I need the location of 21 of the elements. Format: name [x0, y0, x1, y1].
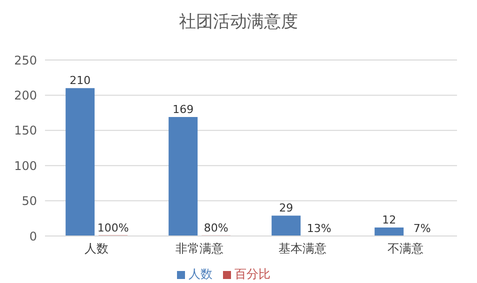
data-label: 210	[70, 74, 91, 88]
data-label: 100%	[97, 221, 129, 234]
data-label: 12	[382, 214, 396, 227]
data-label: 13%	[306, 222, 332, 235]
y-tick-label: 100	[14, 158, 37, 173]
x-tick-label: 基本满意	[278, 242, 326, 256]
legend-label: 人数	[188, 267, 212, 281]
x-tick-label: 人数	[84, 242, 108, 256]
y-tick-label: 200	[14, 88, 37, 102]
legend-label: 百分比	[234, 267, 270, 281]
x-tick-label: 不满意	[388, 242, 424, 256]
y-tick-label: 250	[14, 53, 37, 68]
data-label: 80%	[204, 221, 228, 234]
x-tick-label: 非常满意	[176, 242, 224, 256]
data-label: 29	[279, 202, 294, 215]
chart-title: 社团活动满意度	[178, 11, 299, 34]
data-label: 169	[172, 103, 194, 116]
y-tick-label: 50	[22, 194, 37, 208]
y-tick-label: 150	[14, 124, 37, 138]
data-label: 7%	[413, 222, 431, 235]
y-tick-label: 0	[29, 229, 37, 244]
